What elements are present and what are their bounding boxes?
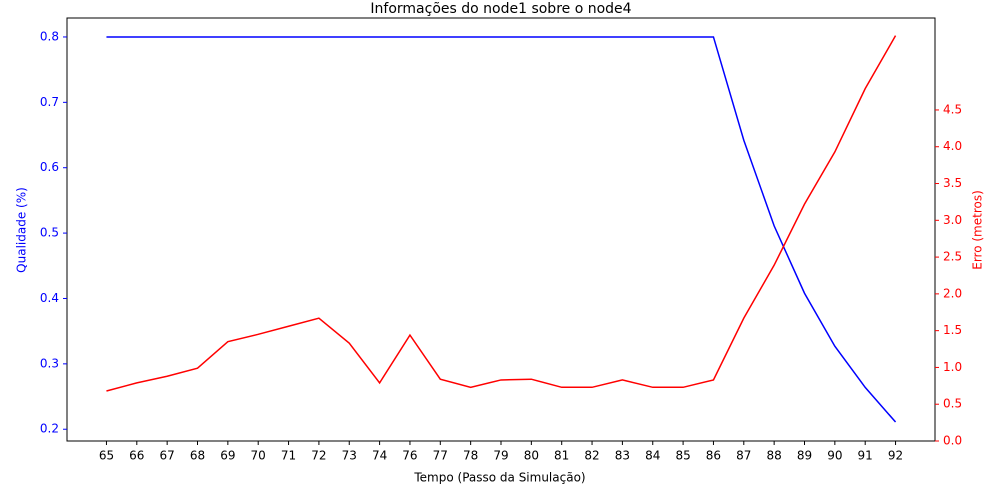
x-tick-label: 83 [615,449,630,463]
x-axis-label: Tempo (Passo da Simulação) [413,471,585,485]
y2-tick-label: 2.0 [943,286,962,300]
chart-title: Informações do node1 sobre o node4 [370,1,631,17]
y-tick-label: 0.2 [40,422,59,436]
x-tick-label: 76 [402,449,417,463]
plot-frame [66,17,936,442]
y-tick-label: 0.4 [40,291,59,305]
x-tick-label: 71 [281,449,296,463]
x-tick-label: 87 [736,449,751,463]
y2-tick-label: 3.5 [943,176,962,190]
series-line [106,35,897,392]
x-tick-label: 73 [342,449,357,463]
y2-tick-label: 3.0 [943,213,962,227]
x-tick-label: 81 [554,449,569,463]
y-tick-label: 0.5 [40,226,59,240]
y2-tick-label: 1.0 [943,360,962,374]
x-tick-label: 70 [251,449,266,463]
y-tick-label: 0.7 [40,95,59,109]
x-tick-label: 92 [888,449,903,463]
x-tick-label: 77 [433,449,448,463]
x-tick-label: 86 [706,449,721,463]
x-tick-label: 82 [584,449,599,463]
y2-tick-label: 4.0 [943,139,962,153]
x-tick-label: 74 [372,449,387,463]
y2-tick-label: 0.5 [943,397,962,411]
x-tick-label: 88 [767,449,782,463]
y-axis-label: Qualidade (%) [15,187,29,273]
y-tick-label: 0.8 [40,29,59,43]
x-tick-label: 72 [311,449,326,463]
x-tick-label: 84 [645,449,660,463]
x-tick-label: 85 [675,449,690,463]
y2-axis-label: Erro (metros) [971,190,985,270]
y-tick-label: 0.6 [40,160,59,174]
x-tick-label: 89 [797,449,812,463]
x-tick-label: 80 [524,449,539,463]
y2-tick-label: 0.0 [943,434,962,448]
x-tick-label: 90 [827,449,842,463]
y-tick-label: 0.3 [40,356,59,370]
series-line [106,36,897,423]
y2-tick-label: 2.5 [943,250,962,264]
y2-tick-label: 4.5 [943,102,962,116]
x-tick-label: 79 [493,449,508,463]
y2-tick-label: 1.5 [943,323,962,337]
x-tick-label: 68 [190,449,205,463]
x-tick-label: 66 [129,449,144,463]
x-tick-label: 91 [858,449,873,463]
x-tick-label: 69 [220,449,235,463]
x-tick-label: 67 [160,449,175,463]
x-tick-label: 78 [463,449,478,463]
x-tick-label: 65 [99,449,114,463]
